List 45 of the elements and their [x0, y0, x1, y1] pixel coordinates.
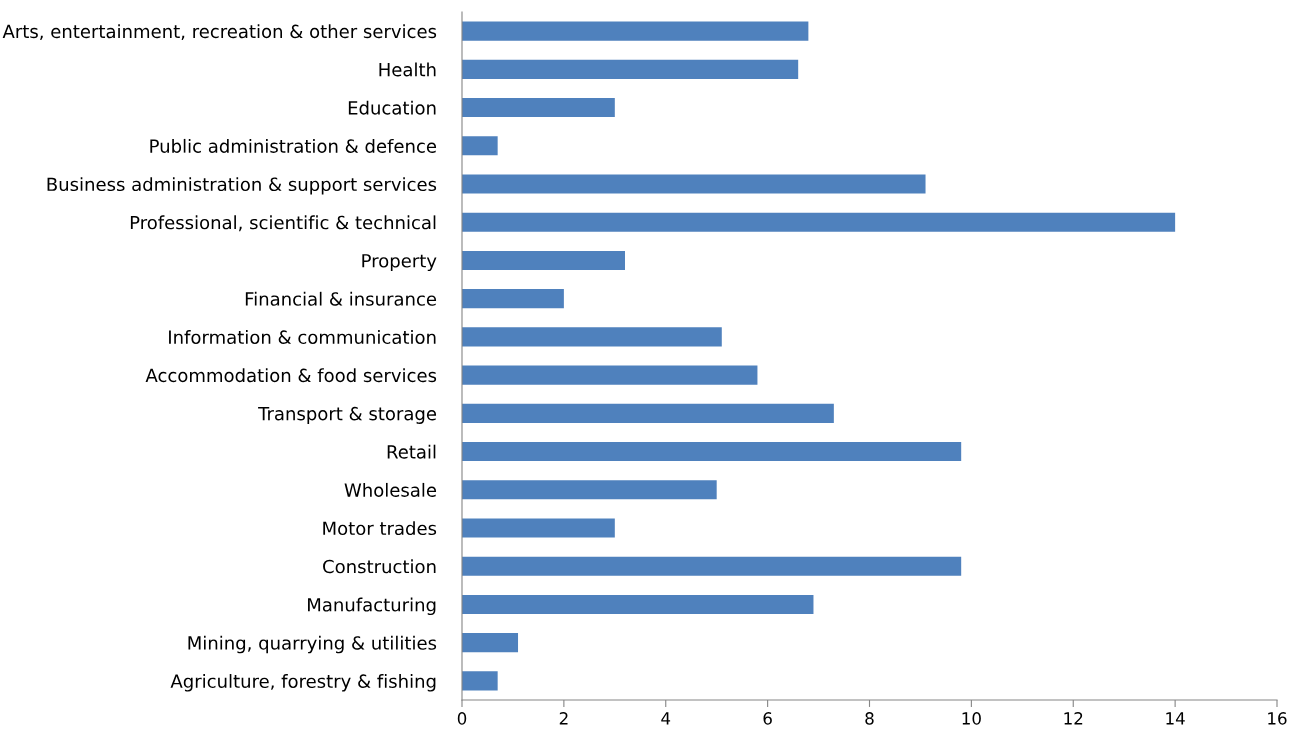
x-tick-label: 12 [1064, 712, 1083, 725]
bar [462, 21, 809, 41]
bar [462, 365, 758, 385]
bar [462, 594, 814, 614]
y-tick-label: Manufacturing [308, 597, 436, 616]
y-tick-label: Accommodation & food services [145, 368, 437, 383]
y-tick-label: Retail [387, 444, 436, 459]
bar [462, 480, 717, 500]
bar [462, 212, 1176, 232]
y-tick-label: Property [362, 254, 437, 272]
bar [462, 59, 799, 79]
x-tick-label: 8 [865, 712, 874, 725]
y-tick-label: Motor trades [323, 521, 437, 536]
y-tick-label: Public administration & defence [150, 138, 437, 153]
y-tick-label: Professional, scientific & technical [130, 215, 436, 232]
y-tick-label: Arts, entertainment, recreation & other services [2, 24, 437, 41]
bar [462, 671, 498, 691]
bar [462, 633, 519, 653]
x-tick-label: 16 [1268, 712, 1287, 725]
bar [462, 250, 625, 270]
x-tick-label: 10 [962, 712, 981, 725]
x-tick-label: 0 [457, 712, 467, 725]
x-tick-label: 14 [1166, 712, 1185, 725]
bar [462, 442, 962, 462]
x-tick-label: 6 [763, 712, 772, 725]
bar [462, 327, 722, 347]
x-tick-label: 2 [559, 712, 568, 725]
y-tick-label: Financial & insurance [245, 291, 437, 306]
y-tick-label: Business administration & support services [47, 177, 437, 195]
y-tick-label: Mining, quarrying & utilities [188, 635, 437, 654]
bar [462, 518, 615, 538]
x-tick-label: 4 [661, 712, 671, 725]
y-tick-label: Wholesale [344, 482, 437, 497]
y-tick-label: Education [348, 100, 436, 115]
bar [462, 136, 498, 156]
y-tick-label: Health [379, 62, 436, 77]
bar [462, 174, 926, 194]
bar [462, 289, 564, 309]
y-tick-label: Transport & storage [258, 406, 437, 424]
bar [462, 556, 962, 576]
y-tick-label: Information & communication [169, 330, 436, 345]
bar [462, 98, 615, 118]
bar [462, 403, 834, 423]
y-tick-label: Agriculture, forestry & fishing [170, 674, 436, 692]
y-tick-label: Construction [323, 559, 436, 574]
